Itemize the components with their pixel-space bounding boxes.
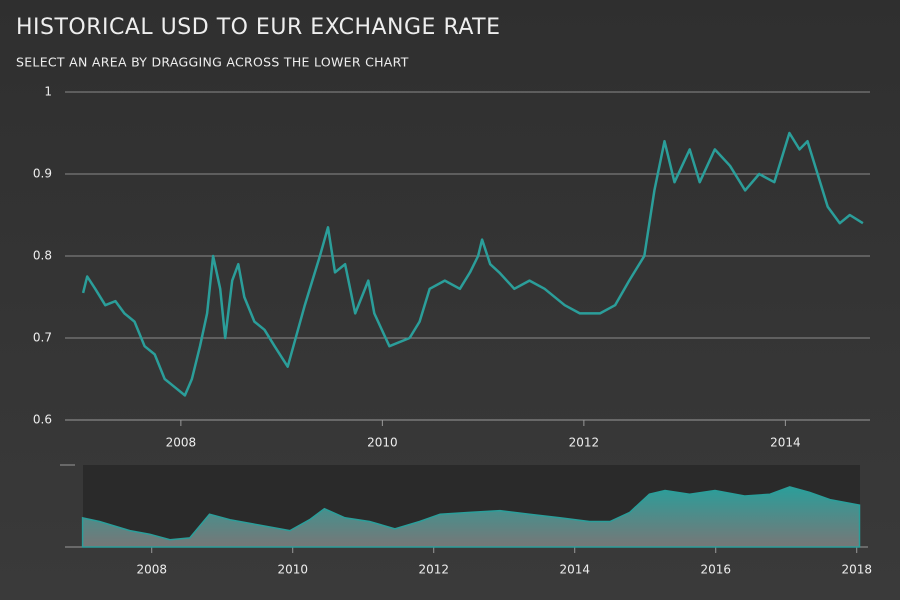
- x-tick-label: 2016: [700, 563, 731, 577]
- y-tick-label: 1: [44, 85, 52, 99]
- y-tick-label: 0.6: [33, 413, 52, 427]
- line-series: [81, 131, 864, 397]
- y-tick-label: 0.8: [33, 249, 52, 263]
- x-tick-label: 2010: [367, 436, 398, 450]
- x-tick-label: 2010: [277, 563, 308, 577]
- x-tick-label: 2018: [841, 563, 872, 577]
- chart-title: HISTORICAL USD TO EUR EXCHANGE RATE: [16, 15, 501, 40]
- x-tick-label: 2014: [559, 563, 590, 577]
- y-tick-label: 0.7: [33, 331, 52, 345]
- x-tick-label: 2008: [166, 436, 197, 450]
- x-tick-label: 2008: [136, 563, 167, 577]
- y-tick-label: 0.9: [33, 167, 52, 181]
- x-tick-label: 2012: [418, 563, 449, 577]
- x-tick-label: 2012: [569, 436, 600, 450]
- area-series: [81, 486, 861, 548]
- chart-subtitle: SELECT AN AREA BY DRAGGING ACROSS THE LO…: [16, 55, 409, 70]
- x-tick-label: 2014: [770, 436, 801, 450]
